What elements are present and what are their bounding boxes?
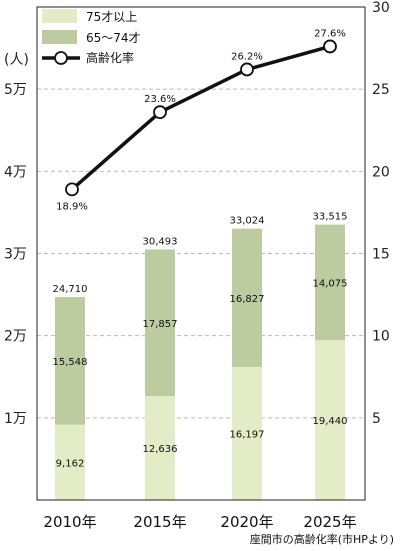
gridlines bbox=[37, 88, 365, 419]
label-65to74-2: 17,857 bbox=[143, 319, 178, 330]
x-tick-4: 2025年 bbox=[303, 513, 356, 531]
source-caption: 座間市の高齢化率(市HPより) bbox=[250, 532, 394, 546]
label-65to74-3: 16,827 bbox=[230, 294, 265, 305]
bar-75plus-3 bbox=[232, 366, 262, 500]
x-axis: 2010年 2015年 2020年 2025年 bbox=[43, 513, 356, 531]
label-75plus-4: 19,440 bbox=[313, 416, 348, 427]
x-tick-3: 2020年 bbox=[220, 513, 273, 531]
right-tick-4: 20 bbox=[372, 164, 390, 180]
label-75plus-3: 16,197 bbox=[230, 429, 265, 440]
label-total-1: 24,710 bbox=[53, 284, 88, 295]
bar-75plus-2 bbox=[145, 396, 175, 500]
label-total-4: 33,515 bbox=[313, 212, 348, 223]
right-axis: 5 10 15 20 25 30 bbox=[372, 0, 390, 427]
label-total-3: 33,024 bbox=[230, 216, 265, 227]
legend-label-65to74: 65〜74才 bbox=[86, 31, 141, 45]
legend-marker bbox=[54, 51, 68, 65]
plot-frame bbox=[36, 6, 366, 501]
right-tick-1: 5 bbox=[372, 411, 381, 427]
left-tick-4: 4万 bbox=[4, 164, 27, 180]
rate-label-1: 18.9% bbox=[56, 201, 88, 212]
left-tick-2: 2万 bbox=[4, 329, 27, 345]
rate-label-3: 26.2% bbox=[231, 51, 263, 62]
left-tick-3: 3万 bbox=[4, 247, 27, 263]
x-tick-2: 2015年 bbox=[133, 513, 186, 531]
bar-group: 9,162 15,548 24,710 12,636 17,857 30,493 16,19… bbox=[53, 212, 348, 500]
right-tick-5: 25 bbox=[372, 82, 390, 98]
bar-65to74-1 bbox=[55, 296, 85, 425]
legend-label-rate: 高齢化率 bbox=[86, 50, 134, 65]
legend-label-75plus: 75才以上 bbox=[86, 10, 137, 24]
label-total-2: 30,493 bbox=[143, 236, 178, 247]
bar-75plus-4 bbox=[315, 340, 345, 500]
rate-line bbox=[70, 44, 331, 191]
left-axis-unit: (人) bbox=[4, 52, 29, 68]
rate-line-group: 18.9% 23.6% 26.2% 27.6% bbox=[56, 28, 346, 212]
rate-label-4: 27.6% bbox=[314, 28, 346, 39]
right-tick-2: 10 bbox=[372, 329, 390, 345]
right-tick-3: 15 bbox=[372, 247, 390, 263]
label-75plus-1: 9,162 bbox=[56, 458, 85, 469]
label-75plus-2: 12,636 bbox=[143, 444, 178, 455]
bar-65to74-4 bbox=[315, 224, 345, 341]
bar-65to74-3 bbox=[232, 228, 262, 367]
x-tick-1: 2010年 bbox=[43, 513, 96, 531]
rate-point-1 bbox=[65, 182, 79, 197]
legend-swatch-75plus bbox=[42, 9, 77, 23]
right-tick-6: 30 bbox=[372, 0, 390, 16]
label-65to74-1: 15,548 bbox=[53, 357, 88, 368]
rate-point-2 bbox=[153, 105, 167, 120]
rate-point-4 bbox=[323, 39, 337, 54]
legend-swatch-65to74 bbox=[42, 30, 77, 44]
label-65to74-4: 14,075 bbox=[313, 278, 348, 289]
bar-65to74-2 bbox=[145, 249, 175, 397]
plot-border bbox=[36, 6, 366, 501]
left-tick-5: 5万 bbox=[4, 82, 27, 98]
left-tick-1: 1万 bbox=[4, 411, 27, 427]
bar-75plus-1 bbox=[55, 424, 85, 500]
rate-point-3 bbox=[240, 62, 254, 77]
left-axis: 1万 2万 3万 4万 5万 (人) bbox=[4, 52, 29, 427]
rate-label-2: 23.6% bbox=[144, 94, 176, 105]
